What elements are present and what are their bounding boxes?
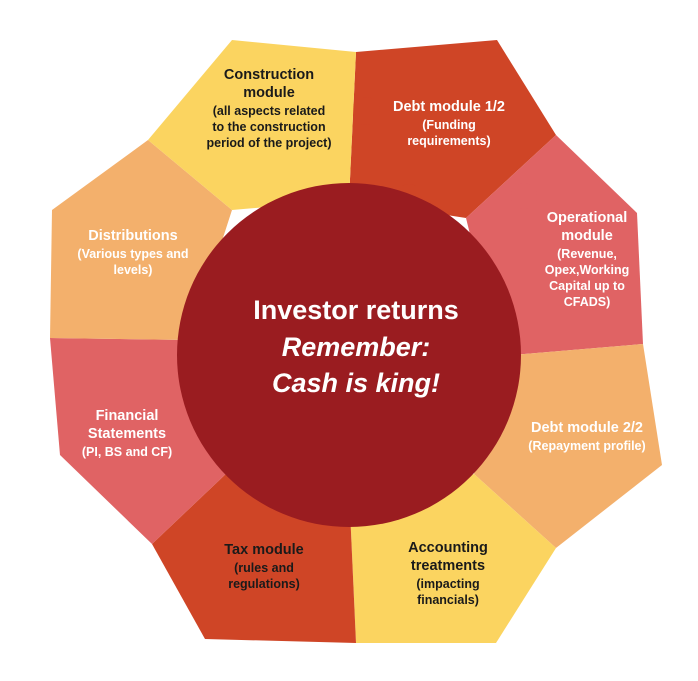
puzzle-knob-construction-outer bbox=[192, 157, 218, 183]
center-subtitle-line-1: Remember: bbox=[282, 332, 431, 362]
segment-accounting-subtitle-0: (impacting bbox=[416, 577, 479, 591]
puzzle-knob-distributions bbox=[114, 311, 140, 337]
segment-distributions-subtitle-0: (Various types and bbox=[77, 247, 188, 261]
segment-distributions-shape bbox=[50, 140, 232, 340]
center-subtitle-line-2: Cash is king! bbox=[272, 368, 440, 398]
segment-operational-subtitle-1: Opex,Working bbox=[545, 263, 630, 277]
puzzle-knob-debt-1 bbox=[352, 97, 380, 125]
center-title: Investor returns bbox=[253, 295, 459, 325]
segment-debt2-title-0: Debt module 2/2 bbox=[531, 420, 643, 436]
segment-construction-title-0: Construction bbox=[224, 67, 314, 83]
segment-tax-subtitle-1: regulations) bbox=[228, 577, 300, 591]
segment-debt-module-2-shape bbox=[474, 344, 662, 548]
segment-construction-title-1: module bbox=[243, 85, 295, 101]
segment-debt1-subtitle-0: (Funding bbox=[422, 118, 475, 132]
segment-debt1-title-0: Debt module 1/2 bbox=[393, 99, 505, 115]
segment-tax-subtitle-0: (rules and bbox=[234, 561, 294, 575]
segment-accounting-subtitle-1: financials) bbox=[417, 593, 479, 607]
segment-debt-module-1-shape bbox=[349, 40, 556, 218]
segment-tax-title-0: Tax module bbox=[224, 542, 304, 558]
segment-financial-title-1: Statements bbox=[88, 426, 166, 442]
segment-construction-subtitle-2: period of the project) bbox=[207, 136, 332, 150]
puzzle-knob-operational bbox=[511, 183, 537, 209]
segment-accounting-title-0: Accounting bbox=[408, 540, 488, 556]
segment-accounting-title-1: treatments bbox=[411, 558, 485, 574]
segment-operational-subtitle-0: (Revenue, bbox=[557, 247, 617, 261]
segment-distributions-title-0: Distributions bbox=[88, 228, 177, 244]
segment-debt1-subtitle-1: requirements) bbox=[407, 134, 490, 148]
segment-debt2-subtitle-0: (Repayment profile) bbox=[528, 439, 645, 453]
segment-operational-subtitle-3: CFADS) bbox=[564, 295, 611, 309]
segment-operational-title-0: Operational bbox=[547, 210, 628, 226]
segment-operational-subtitle-2: Capital up to bbox=[549, 279, 625, 293]
segment-financial-title-0: Financial bbox=[96, 408, 159, 424]
segment-financial-subtitle-0: (PI, BS and CF) bbox=[82, 445, 172, 459]
segment-labels: Debt module 1/2 (Funding requirements) Oper… bbox=[77, 67, 645, 607]
segment-operational-title-1: module bbox=[561, 228, 613, 244]
segment-construction-subtitle-0: (all aspects related bbox=[213, 104, 326, 118]
center-circle bbox=[177, 183, 521, 527]
segment-distributions-subtitle-1: levels) bbox=[114, 263, 153, 277]
segment-construction-subtitle-1: to the construction bbox=[212, 120, 325, 134]
